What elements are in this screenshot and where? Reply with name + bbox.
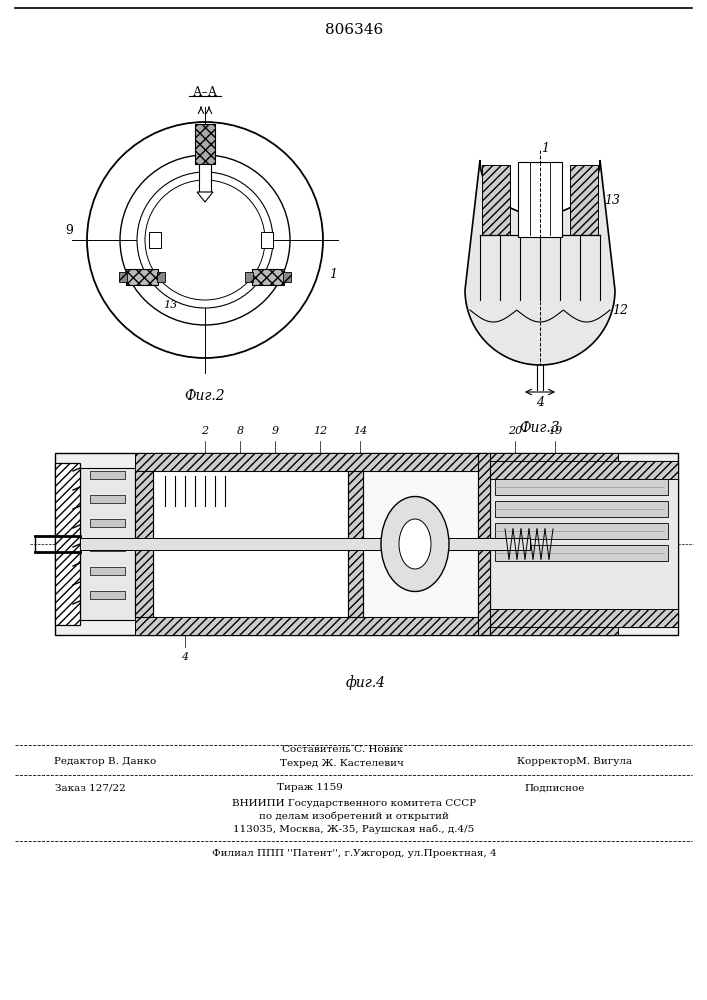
FancyBboxPatch shape [135,453,618,471]
Text: 4: 4 [182,652,189,662]
FancyBboxPatch shape [495,501,668,517]
Text: Филиал ППП ''Патент'', г.Ужгород, ул.Проектная, 4: Филиал ППП ''Патент'', г.Ужгород, ул.Про… [211,850,496,858]
FancyBboxPatch shape [149,232,161,248]
FancyBboxPatch shape [195,124,215,164]
Text: Заказ 127/22: Заказ 127/22 [54,784,125,792]
Text: 20: 20 [508,426,522,436]
Text: Фиг.3: Фиг.3 [520,421,561,435]
Text: 1: 1 [329,268,337,282]
Text: Техред Ж. Кастелевич: Техред Ж. Кастелевич [280,758,404,768]
Circle shape [137,172,273,308]
FancyBboxPatch shape [363,471,478,617]
Polygon shape [197,192,213,202]
Ellipse shape [399,519,431,569]
FancyBboxPatch shape [135,617,618,635]
FancyBboxPatch shape [90,495,125,503]
Text: Фиг.2: Фиг.2 [185,389,226,403]
FancyBboxPatch shape [80,538,530,550]
FancyBboxPatch shape [518,162,562,237]
FancyBboxPatch shape [284,271,291,282]
Circle shape [120,155,290,325]
FancyBboxPatch shape [252,268,284,284]
FancyBboxPatch shape [90,519,125,527]
Text: 12: 12 [218,257,232,267]
Text: 13: 13 [163,300,177,310]
Text: ВНИИПИ Государственного комитета СССР: ВНИИПИ Государственного комитета СССР [232,798,476,808]
Text: 8: 8 [236,426,244,436]
Text: Тираж 1159: Тираж 1159 [277,784,343,792]
FancyBboxPatch shape [490,461,678,479]
Text: КорректорМ. Вигула: КорректорМ. Вигула [518,756,633,766]
Text: 113035, Москва, Ж-35, Раушская наб., д.4/5: 113035, Москва, Ж-35, Раушская наб., д.4… [233,824,474,834]
Text: 1: 1 [541,141,549,154]
FancyBboxPatch shape [495,479,668,495]
FancyBboxPatch shape [80,468,135,620]
FancyBboxPatch shape [495,545,668,561]
Ellipse shape [381,496,449,591]
Text: 13: 13 [604,194,620,207]
Polygon shape [465,160,615,365]
Circle shape [87,122,323,358]
FancyBboxPatch shape [478,453,490,635]
Text: Редактор В. Данко: Редактор В. Данко [54,756,156,766]
Text: 2: 2 [201,426,209,436]
Text: 806346: 806346 [325,23,383,37]
FancyBboxPatch shape [157,271,165,282]
FancyBboxPatch shape [490,609,678,627]
Text: по делам изобретений и открытий: по делам изобретений и открытий [259,811,449,821]
Text: 4: 4 [536,395,544,408]
FancyBboxPatch shape [90,591,125,599]
FancyBboxPatch shape [90,471,125,479]
FancyBboxPatch shape [119,271,127,282]
Text: Составитель С. Новик: Составитель С. Новик [281,744,402,754]
Text: 9: 9 [65,224,73,236]
Text: Подписное: Подписное [525,784,585,792]
Text: 14: 14 [353,426,367,436]
Text: А–А: А–А [192,86,218,99]
FancyBboxPatch shape [135,471,153,617]
Text: фиг.4: фиг.4 [346,676,386,690]
FancyBboxPatch shape [153,471,348,617]
FancyBboxPatch shape [55,453,678,635]
FancyBboxPatch shape [245,271,253,282]
FancyBboxPatch shape [482,165,510,235]
FancyBboxPatch shape [55,463,80,625]
FancyBboxPatch shape [126,268,158,284]
FancyBboxPatch shape [90,543,125,551]
FancyBboxPatch shape [348,471,363,617]
Circle shape [145,180,265,300]
FancyBboxPatch shape [570,165,598,235]
Text: 12: 12 [313,426,327,436]
FancyBboxPatch shape [90,567,125,575]
FancyBboxPatch shape [199,164,211,192]
Text: 9: 9 [271,426,279,436]
FancyBboxPatch shape [261,232,273,248]
Text: 19: 19 [548,426,562,436]
Text: 12: 12 [612,304,628,316]
FancyBboxPatch shape [495,523,668,539]
FancyBboxPatch shape [490,461,678,627]
